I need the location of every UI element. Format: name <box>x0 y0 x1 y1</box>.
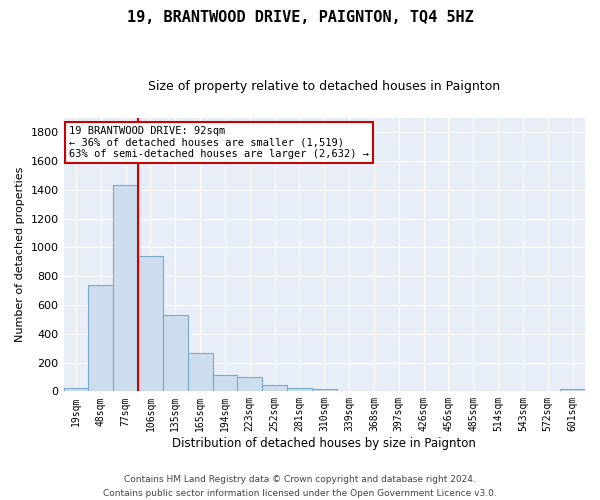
Y-axis label: Number of detached properties: Number of detached properties <box>15 167 25 342</box>
Bar <box>386 390 411 392</box>
Bar <box>238 377 262 392</box>
Bar <box>163 315 188 392</box>
Bar <box>560 389 585 392</box>
Bar <box>212 376 238 392</box>
Bar <box>138 256 163 392</box>
Bar <box>113 186 138 392</box>
Bar <box>411 390 436 392</box>
Bar <box>362 390 386 392</box>
Bar <box>511 390 535 392</box>
Bar <box>262 385 287 392</box>
Bar <box>461 390 485 392</box>
Bar <box>287 388 312 392</box>
Bar <box>436 390 461 392</box>
Text: 19, BRANTWOOD DRIVE, PAIGNTON, TQ4 5HZ: 19, BRANTWOOD DRIVE, PAIGNTON, TQ4 5HZ <box>127 10 473 25</box>
Text: Contains HM Land Registry data © Crown copyright and database right 2024.
Contai: Contains HM Land Registry data © Crown c… <box>103 476 497 498</box>
Bar <box>88 285 113 392</box>
Bar <box>64 388 88 392</box>
Bar <box>312 389 337 392</box>
Bar <box>535 390 560 392</box>
Bar <box>188 353 212 392</box>
X-axis label: Distribution of detached houses by size in Paignton: Distribution of detached houses by size … <box>172 437 476 450</box>
Title: Size of property relative to detached houses in Paignton: Size of property relative to detached ho… <box>148 80 500 93</box>
Text: 19 BRANTWOOD DRIVE: 92sqm
← 36% of detached houses are smaller (1,519)
63% of se: 19 BRANTWOOD DRIVE: 92sqm ← 36% of detac… <box>69 126 369 159</box>
Bar <box>485 390 511 392</box>
Bar <box>337 390 362 392</box>
